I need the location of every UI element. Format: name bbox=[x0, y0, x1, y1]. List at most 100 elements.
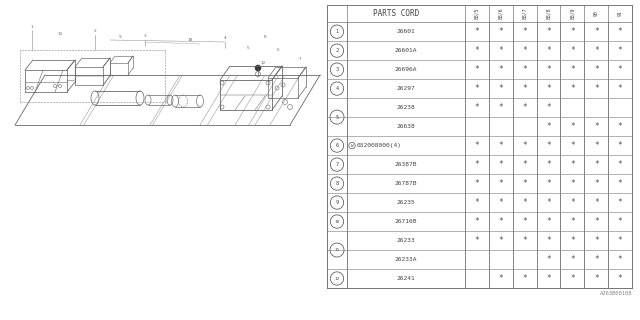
Text: *: * bbox=[594, 65, 598, 74]
Text: *: * bbox=[618, 84, 622, 93]
Text: *: * bbox=[594, 255, 598, 264]
Text: *: * bbox=[618, 236, 622, 245]
Text: *: * bbox=[570, 141, 575, 150]
Text: 26787B: 26787B bbox=[395, 181, 417, 186]
Text: *: * bbox=[594, 274, 598, 283]
Text: 10: 10 bbox=[188, 38, 193, 42]
Text: 88/5: 88/5 bbox=[474, 8, 479, 19]
Text: *: * bbox=[522, 141, 527, 150]
Text: *: * bbox=[546, 255, 551, 264]
Text: 88/7: 88/7 bbox=[522, 8, 527, 19]
Text: *: * bbox=[546, 236, 551, 245]
Text: *: * bbox=[546, 103, 551, 112]
Text: 2: 2 bbox=[93, 29, 96, 33]
Text: PARTS CORD: PARTS CORD bbox=[373, 9, 419, 18]
Text: 90: 90 bbox=[594, 11, 598, 16]
Text: 10: 10 bbox=[334, 220, 340, 224]
Text: *: * bbox=[499, 46, 503, 55]
Text: *: * bbox=[475, 46, 479, 55]
Text: *: * bbox=[546, 84, 551, 93]
Text: *: * bbox=[522, 236, 527, 245]
Text: *: * bbox=[594, 84, 598, 93]
Text: 26297: 26297 bbox=[397, 86, 415, 91]
Text: *: * bbox=[546, 217, 551, 226]
Text: *: * bbox=[522, 160, 527, 169]
Text: *: * bbox=[594, 236, 598, 245]
Text: A263B00108: A263B00108 bbox=[600, 291, 632, 296]
Text: *: * bbox=[499, 217, 503, 226]
Text: *: * bbox=[570, 65, 575, 74]
Text: *: * bbox=[546, 46, 551, 55]
Circle shape bbox=[255, 65, 261, 71]
Text: 12: 12 bbox=[260, 61, 266, 65]
Text: 9: 9 bbox=[118, 35, 122, 39]
Text: *: * bbox=[522, 274, 527, 283]
Text: 26716B: 26716B bbox=[395, 219, 417, 224]
Text: 12: 12 bbox=[334, 276, 340, 281]
Text: *: * bbox=[475, 103, 479, 112]
Text: 032008000(4): 032008000(4) bbox=[356, 143, 401, 148]
Text: 5: 5 bbox=[335, 115, 339, 120]
Text: *: * bbox=[546, 65, 551, 74]
Text: 26638: 26638 bbox=[397, 124, 415, 129]
Text: *: * bbox=[522, 103, 527, 112]
Text: *: * bbox=[618, 217, 622, 226]
Text: *: * bbox=[522, 179, 527, 188]
Text: 91: 91 bbox=[618, 11, 623, 16]
Text: *: * bbox=[570, 274, 575, 283]
Text: 88/6: 88/6 bbox=[499, 8, 503, 19]
Text: 11: 11 bbox=[58, 32, 63, 36]
Text: 3: 3 bbox=[335, 67, 339, 72]
Text: 11: 11 bbox=[334, 248, 340, 252]
Text: *: * bbox=[546, 179, 551, 188]
Text: 26235: 26235 bbox=[397, 200, 415, 205]
Bar bbox=[327, 5, 632, 288]
Text: 1: 1 bbox=[335, 29, 339, 34]
Text: *: * bbox=[475, 179, 479, 188]
Text: *: * bbox=[570, 122, 575, 131]
Text: *: * bbox=[475, 160, 479, 169]
Text: 26233A: 26233A bbox=[395, 257, 417, 262]
Text: *: * bbox=[618, 198, 622, 207]
Text: *: * bbox=[618, 141, 622, 150]
Text: 88/8: 88/8 bbox=[546, 8, 551, 19]
Text: 26241: 26241 bbox=[397, 276, 415, 281]
Text: *: * bbox=[594, 217, 598, 226]
Text: W: W bbox=[351, 144, 353, 148]
Text: *: * bbox=[618, 179, 622, 188]
Text: *: * bbox=[546, 27, 551, 36]
Text: *: * bbox=[475, 217, 479, 226]
Text: *: * bbox=[522, 27, 527, 36]
Text: *: * bbox=[570, 179, 575, 188]
Text: *: * bbox=[475, 236, 479, 245]
Text: 4: 4 bbox=[335, 86, 339, 91]
Text: 7: 7 bbox=[335, 162, 339, 167]
Text: *: * bbox=[499, 27, 503, 36]
Text: *: * bbox=[546, 160, 551, 169]
Text: *: * bbox=[618, 27, 622, 36]
Text: *: * bbox=[618, 65, 622, 74]
Text: *: * bbox=[570, 46, 575, 55]
Text: *: * bbox=[546, 141, 551, 150]
Text: *: * bbox=[499, 141, 503, 150]
Text: *: * bbox=[618, 122, 622, 131]
Text: *: * bbox=[594, 122, 598, 131]
Text: 7: 7 bbox=[299, 57, 301, 61]
Text: *: * bbox=[594, 46, 598, 55]
Text: 26233: 26233 bbox=[397, 238, 415, 243]
Text: *: * bbox=[618, 274, 622, 283]
Text: *: * bbox=[499, 236, 503, 245]
Text: 26601: 26601 bbox=[397, 29, 415, 34]
Text: *: * bbox=[594, 179, 598, 188]
Text: 4: 4 bbox=[224, 36, 227, 40]
Text: *: * bbox=[499, 179, 503, 188]
Text: *: * bbox=[499, 160, 503, 169]
Text: 2: 2 bbox=[335, 48, 339, 53]
Text: 26696A: 26696A bbox=[395, 67, 417, 72]
Text: *: * bbox=[546, 198, 551, 207]
Text: 1: 1 bbox=[31, 25, 33, 29]
Text: *: * bbox=[546, 122, 551, 131]
Text: *: * bbox=[499, 65, 503, 74]
Text: 5: 5 bbox=[246, 46, 250, 50]
Text: *: * bbox=[594, 141, 598, 150]
